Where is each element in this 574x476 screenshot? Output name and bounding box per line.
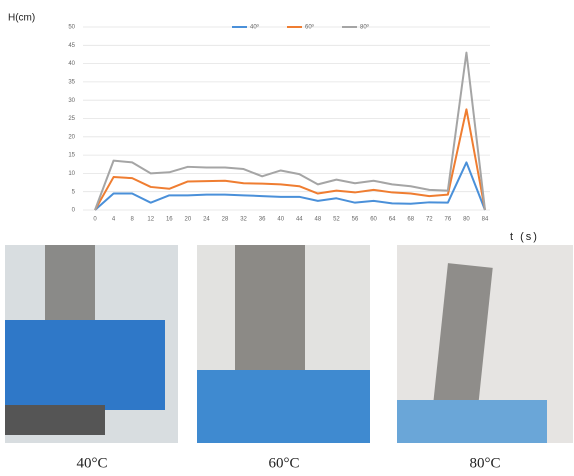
photo [397,245,573,443]
photo-caption: 80°C [469,455,500,471]
x-tick-label: 56 [352,217,359,223]
legend-label: 80º [360,24,370,31]
y-tick-label: 15 [68,153,75,159]
water [5,320,165,410]
x-tick-label: 84 [482,217,489,223]
x-tick-label: 16 [166,217,173,223]
y-tick-label: 45 [68,43,75,49]
y-tick-label: 10 [68,171,75,177]
x-tick-label: 80 [463,217,470,223]
x-tick-label: 24 [203,217,210,223]
x-tick-label: 68 [407,217,414,223]
y-tick-label: 35 [68,79,75,85]
x-tick-label: 44 [296,217,303,223]
x-tick-label: 52 [333,217,340,223]
photo [197,245,370,443]
series-line [94,108,486,211]
x-tick-label: 4 [112,217,116,223]
y-axis-label: H(cm) [8,13,35,24]
clamp [5,405,105,435]
x-tick-label: 48 [315,217,322,223]
x-tick-label: 72 [426,217,433,223]
photo-caption: 60°C [268,455,299,471]
legend-label: 40º [250,24,260,31]
series-line [94,51,486,211]
y-tick-label: 0 [72,208,76,214]
x-tick-label: 28 [222,217,229,223]
legend-label: 60º [305,24,315,31]
y-tick-label: 5 [72,189,76,195]
x-tick-label: 0 [93,217,97,223]
y-tick-label: 30 [68,98,75,104]
ruler [235,245,305,385]
x-tick-label: 8 [130,217,134,223]
water [397,400,547,443]
x-tick-label: 76 [445,217,452,223]
x-tick-label: 40 [277,217,284,223]
y-tick-label: 25 [68,116,75,122]
x-tick-label: 32 [240,217,247,223]
x-axis-label: t (s) [510,231,539,243]
photo [5,245,178,443]
x-tick-label: 12 [147,217,154,223]
x-tick-label: 64 [389,217,396,223]
water [197,370,370,443]
x-tick-label: 36 [259,217,266,223]
x-tick-label: 20 [185,217,192,223]
series-line [94,161,486,211]
y-tick-label: 40 [68,61,75,67]
y-tick-label: 20 [68,134,75,140]
y-tick-label: 50 [68,25,75,31]
ruler [432,263,493,417]
photo-caption: 40°C [76,455,107,471]
x-tick-label: 60 [370,217,377,223]
